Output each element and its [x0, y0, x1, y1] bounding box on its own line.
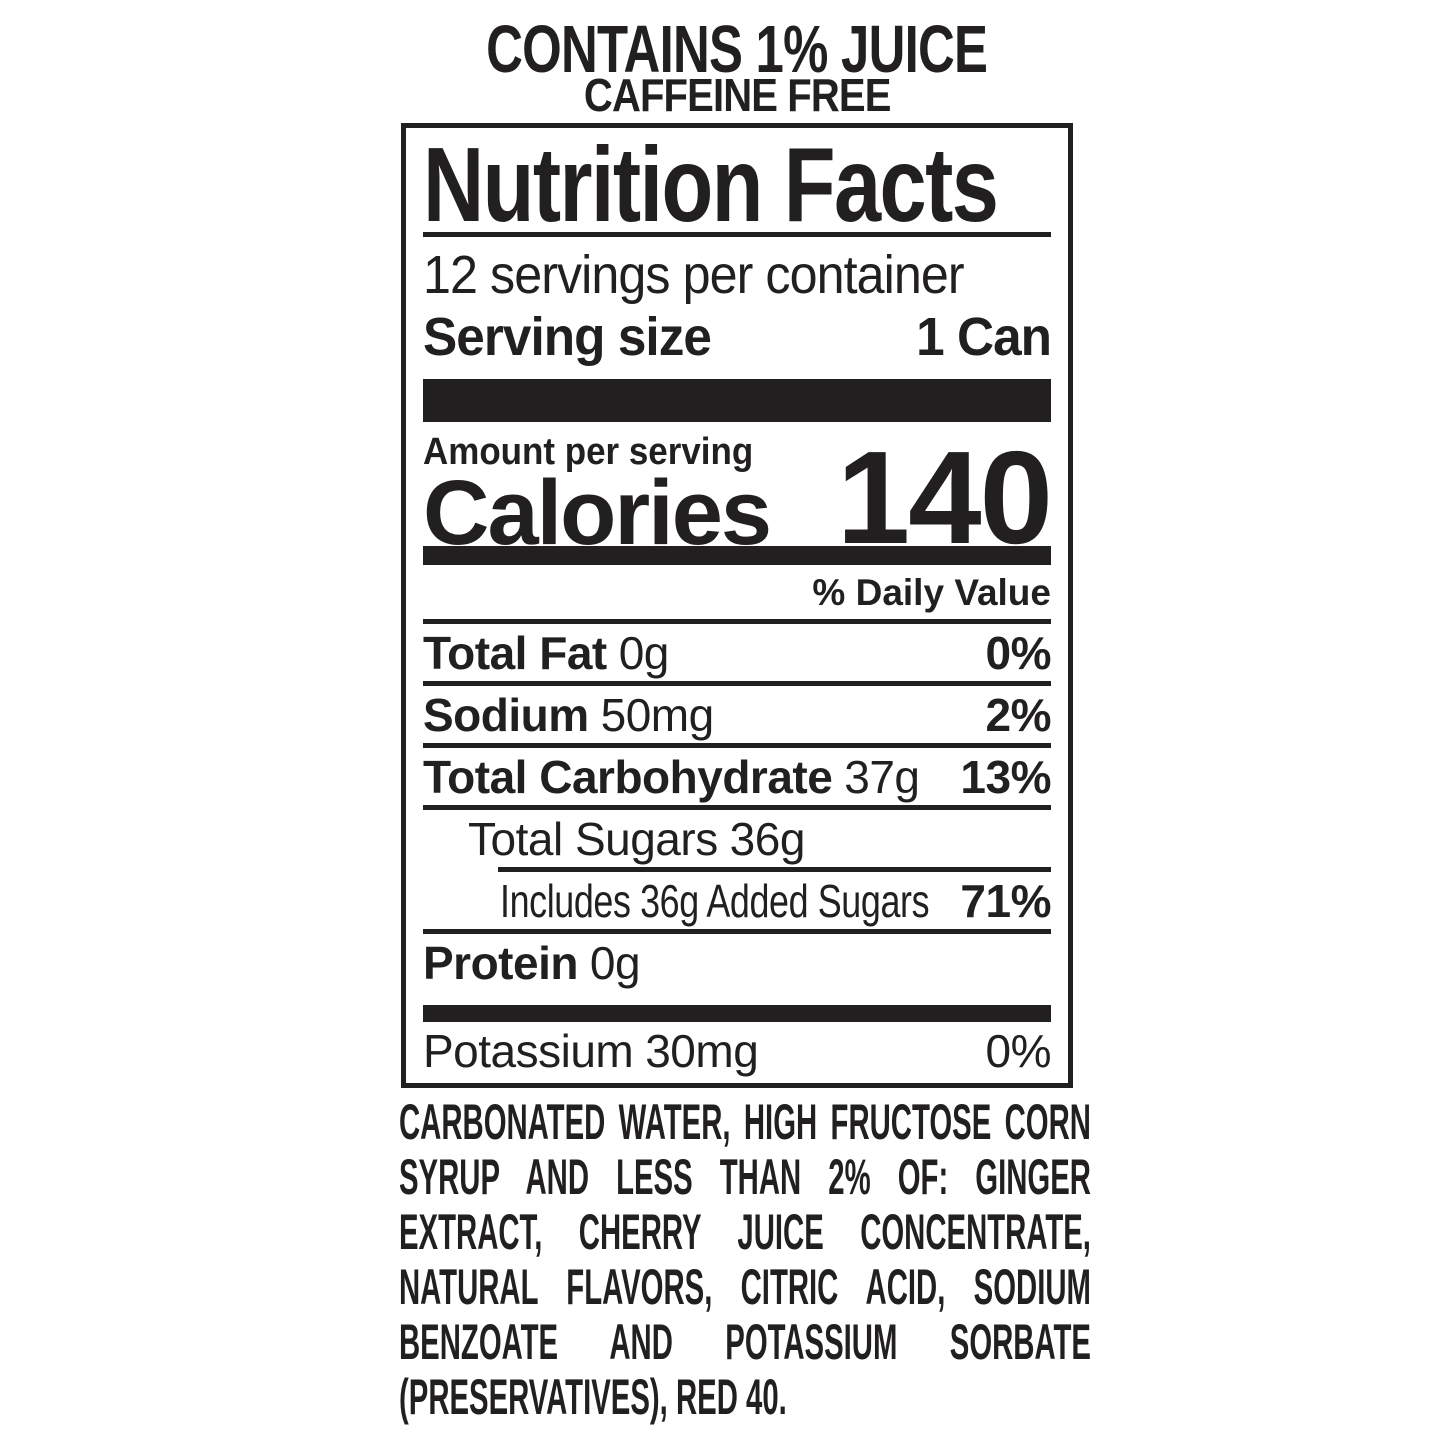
nutrient-row-total-fat: Total Fat 0g 0%	[423, 624, 1052, 681]
servings-per-container: 12 servings per container	[423, 245, 1051, 305]
nutrient-amount: 37g	[844, 750, 920, 803]
nutrient-name: Protein	[423, 936, 578, 989]
nutrient-amount: 50mg	[600, 688, 715, 741]
row-divider-rule	[423, 681, 1051, 686]
nutrient-name-amount: Protein 0g	[423, 936, 641, 990]
ingredient-line: SYRUP AND LESS THAN 2% OF: GINGER	[399, 1149, 1091, 1205]
calories-label: Calories	[423, 462, 772, 564]
nutrient-name: Total Carbohydrate	[423, 750, 833, 803]
row-divider-rule-indented	[498, 867, 1051, 872]
nutrient-name-amount: Total Sugars 36g	[468, 812, 805, 866]
protein-divider-bar	[423, 1005, 1051, 1022]
nutrient-row-total-carbohydrate: Total Carbohydrate 37g 13%	[423, 748, 1051, 805]
nutrient-name: Sodium	[423, 688, 589, 741]
nutrient-dv: 0%	[985, 626, 1052, 679]
ingredient-line: (PRESERVATIVES), RED 40.	[399, 1369, 787, 1425]
ingredient-line: CARBONATED WATER, HIGH FRUCTOSE CORN	[399, 1094, 1091, 1150]
serving-size-divider-bar	[423, 379, 1051, 422]
nutrient-name: Total Sugars	[468, 812, 718, 865]
ingredient-line: NATURAL FLAVORS, CITRIC ACID, SODIUM	[399, 1259, 1091, 1315]
row-divider-rule	[423, 929, 1051, 934]
servings-per-container-text: 12 servings per container	[423, 245, 965, 305]
amount-per-serving-text: Amount per serving	[423, 431, 754, 473]
serving-size-row: Serving size 1 Can	[423, 307, 1052, 367]
nutrient-dv: 0%	[985, 1024, 1052, 1077]
caffeine-free-text: CAFFEINE FREE	[583, 69, 892, 121]
nutrient-name: Total Fat	[423, 626, 607, 679]
calories-value: 140	[836, 424, 1053, 571]
nutrient-name-amount: Total Fat 0g	[423, 626, 669, 680]
contains-juice-text: CONTAINS 1% JUICE	[486, 12, 988, 87]
contains-juice-headline: CONTAINS 1% JUICE	[401, 16, 1073, 83]
ingredient-line: BENZOATE AND POTASSIUM SORBATE	[399, 1314, 1091, 1370]
nutrient-name-amount: Total Carbohydrate 37g	[423, 750, 920, 804]
daily-value-rule	[423, 619, 1051, 624]
nutrition-facts-box: Nutrition Facts 12 servings per containe…	[401, 123, 1073, 1088]
calories-row: Calories 140	[423, 432, 1053, 564]
nutrient-row-added-sugars: Includes 36g Added Sugars 71%	[423, 872, 1051, 929]
ingredients-text: CARBONATED WATER, HIGH FRUCTOSE CORN SYR…	[399, 1095, 1091, 1425]
nutrient-row-potassium: Potassium 30mg 0%	[423, 1022, 1052, 1079]
nutrient-amount: 36g	[729, 812, 806, 865]
ingredient-line: EXTRACT, CHERRY JUICE CONCENTRATE,	[399, 1204, 1091, 1260]
serving-size-label: Serving size	[423, 307, 712, 367]
calories-divider-bar	[423, 546, 1051, 565]
nutrient-name: Includes 36g Added Sugars	[500, 874, 930, 927]
nutrient-name-amount: Includes 36g Added Sugars	[500, 874, 930, 928]
nutrition-facts-title-text: Nutrition Facts	[423, 126, 999, 245]
nutrient-amount: 30mg	[645, 1024, 759, 1077]
nutrient-dv: 13%	[960, 750, 1051, 803]
nutrient-amount: 0g	[618, 626, 670, 679]
title-underline-rule	[423, 232, 1051, 237]
nutrient-dv: 2%	[985, 688, 1052, 741]
nutrient-row-total-sugars: Total Sugars 36g	[423, 810, 1051, 867]
caffeine-free-subheadline: CAFFEINE FREE	[401, 72, 1073, 118]
serving-size-value: 1 Can	[916, 307, 1052, 367]
nutrient-row-sodium: Sodium 50mg 2%	[423, 686, 1052, 743]
nutrient-amount: 0g	[589, 936, 641, 989]
nutrient-name-amount: Sodium 50mg	[423, 688, 714, 742]
nutrition-facts-title: Nutrition Facts	[423, 126, 1051, 245]
daily-value-header: % Daily Value	[812, 572, 1051, 613]
row-divider-rule	[423, 743, 1051, 748]
nutrient-name-amount: Potassium 30mg	[423, 1024, 759, 1078]
nutrient-dv: 71%	[960, 874, 1051, 927]
row-divider-rule	[423, 805, 1051, 810]
amount-per-serving-label: Amount per serving	[423, 432, 1051, 472]
nutrient-row-protein: Protein 0g	[423, 934, 1051, 991]
nutrient-name: Potassium	[423, 1024, 634, 1077]
